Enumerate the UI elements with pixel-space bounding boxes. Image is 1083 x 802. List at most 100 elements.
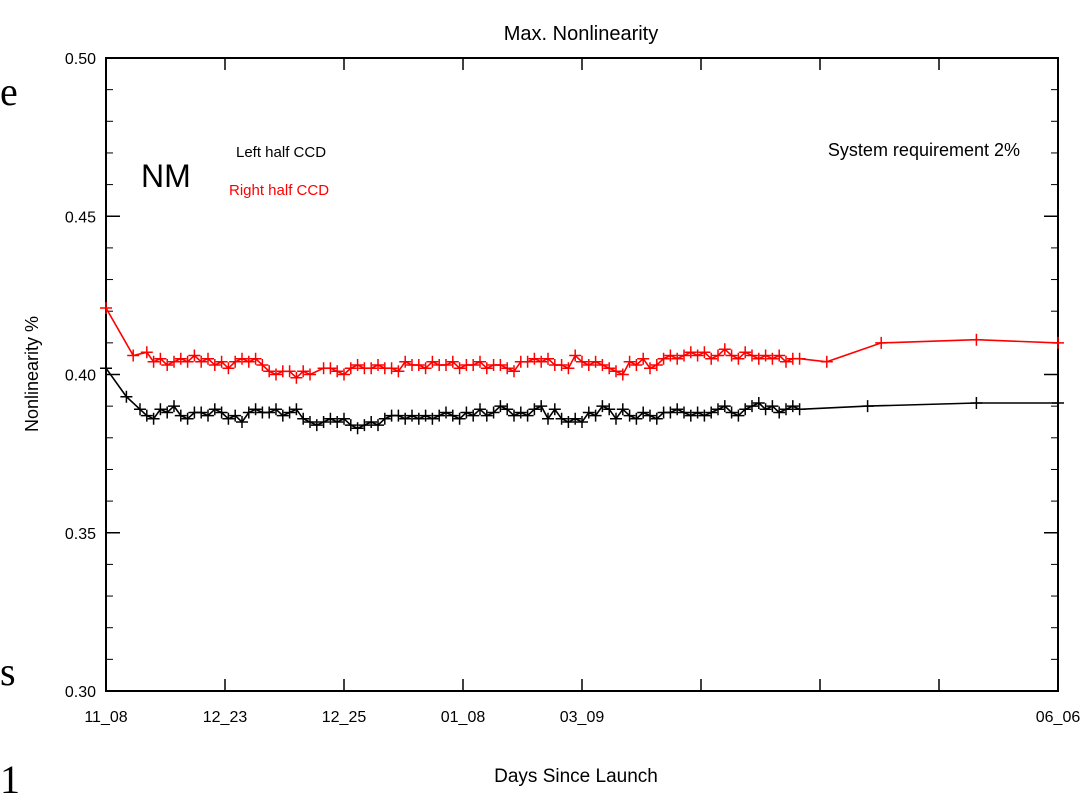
data-point — [773, 349, 786, 362]
data-point — [446, 409, 459, 422]
data-point — [508, 365, 520, 378]
data-point — [521, 409, 534, 422]
x-tick-label: 03_09 — [560, 709, 605, 726]
data-point — [351, 422, 364, 435]
data-point — [154, 352, 167, 365]
data-point — [406, 409, 418, 422]
data-point — [317, 416, 330, 428]
data-point — [752, 352, 765, 365]
data-point — [650, 359, 663, 371]
data-point — [569, 412, 582, 425]
data-point — [161, 406, 174, 419]
data-point — [419, 362, 432, 375]
y-tick-label: 0.40 — [65, 368, 96, 385]
data-point — [358, 419, 371, 432]
data-point — [242, 355, 255, 368]
data-point — [623, 409, 636, 422]
data-point — [596, 400, 609, 413]
data-point — [134, 403, 146, 416]
data-point — [637, 406, 650, 419]
data-point — [589, 355, 602, 368]
data-point — [236, 352, 248, 365]
data-point — [208, 403, 221, 416]
data-point — [392, 409, 405, 422]
data-point — [644, 362, 656, 375]
data-point — [576, 416, 588, 428]
data-point — [766, 400, 779, 413]
data-point — [596, 359, 609, 371]
data-point — [732, 409, 745, 422]
data-point — [338, 368, 350, 381]
data-point — [222, 412, 235, 425]
data-point — [229, 409, 242, 422]
data-point — [718, 343, 731, 356]
data-point — [467, 359, 480, 371]
data-point — [249, 352, 262, 365]
data-point — [372, 359, 384, 371]
data-point — [610, 365, 622, 378]
data-point — [331, 365, 344, 378]
data-point — [501, 362, 514, 375]
data-point — [644, 409, 656, 422]
data-point — [542, 352, 554, 365]
data-point — [739, 346, 752, 359]
data-point — [140, 409, 153, 422]
data-point — [236, 416, 248, 428]
x-axis-label: Days Since Launch — [494, 766, 658, 787]
data-point — [392, 365, 405, 378]
data-point — [746, 349, 758, 362]
data-point — [698, 409, 711, 422]
data-point — [861, 400, 874, 413]
data-point — [263, 365, 276, 378]
data-point — [1052, 336, 1064, 349]
data-point — [331, 416, 344, 428]
x-tick-label: 06_06 — [1036, 709, 1081, 726]
requirement-annotation: System requirement 2% — [828, 140, 1020, 160]
data-point — [419, 409, 432, 422]
data-point — [589, 409, 602, 422]
x-tick-label: 01_08 — [441, 709, 486, 726]
data-point — [759, 349, 772, 362]
data-point — [521, 355, 534, 368]
data-point — [480, 362, 493, 375]
data-point — [793, 403, 806, 416]
data-point — [344, 419, 357, 432]
data-point — [1052, 397, 1064, 409]
data-point — [494, 400, 507, 413]
data-point — [671, 352, 684, 365]
data-point — [630, 359, 643, 371]
data-point — [569, 349, 582, 362]
data-point — [637, 352, 650, 365]
data-point — [446, 355, 459, 368]
data-point — [100, 362, 112, 375]
data-point — [474, 355, 486, 368]
mode-annotation: NM — [141, 158, 191, 194]
data-point — [215, 406, 228, 419]
data-point — [970, 333, 983, 346]
data-point — [426, 412, 439, 425]
data-point — [820, 355, 833, 368]
data-point — [562, 362, 575, 375]
data-point — [154, 403, 167, 416]
data-point — [256, 359, 269, 371]
data-point — [610, 412, 622, 425]
data-point — [766, 352, 779, 365]
data-point — [542, 412, 554, 425]
data-point — [372, 419, 384, 432]
y-axis-label: Nonlinearity % — [22, 316, 42, 432]
data-point — [270, 368, 282, 381]
data-point — [208, 359, 221, 371]
data-point — [603, 362, 616, 375]
data-point — [712, 349, 724, 362]
data-point — [100, 302, 112, 314]
legend-right-half: Right half CCD — [229, 182, 329, 199]
data-point — [630, 412, 643, 425]
data-point — [786, 400, 799, 413]
data-point — [181, 355, 194, 368]
data-point — [174, 352, 187, 365]
data-point — [671, 403, 684, 416]
data-point — [562, 416, 575, 428]
data-point — [412, 412, 425, 425]
data-point — [188, 349, 201, 362]
